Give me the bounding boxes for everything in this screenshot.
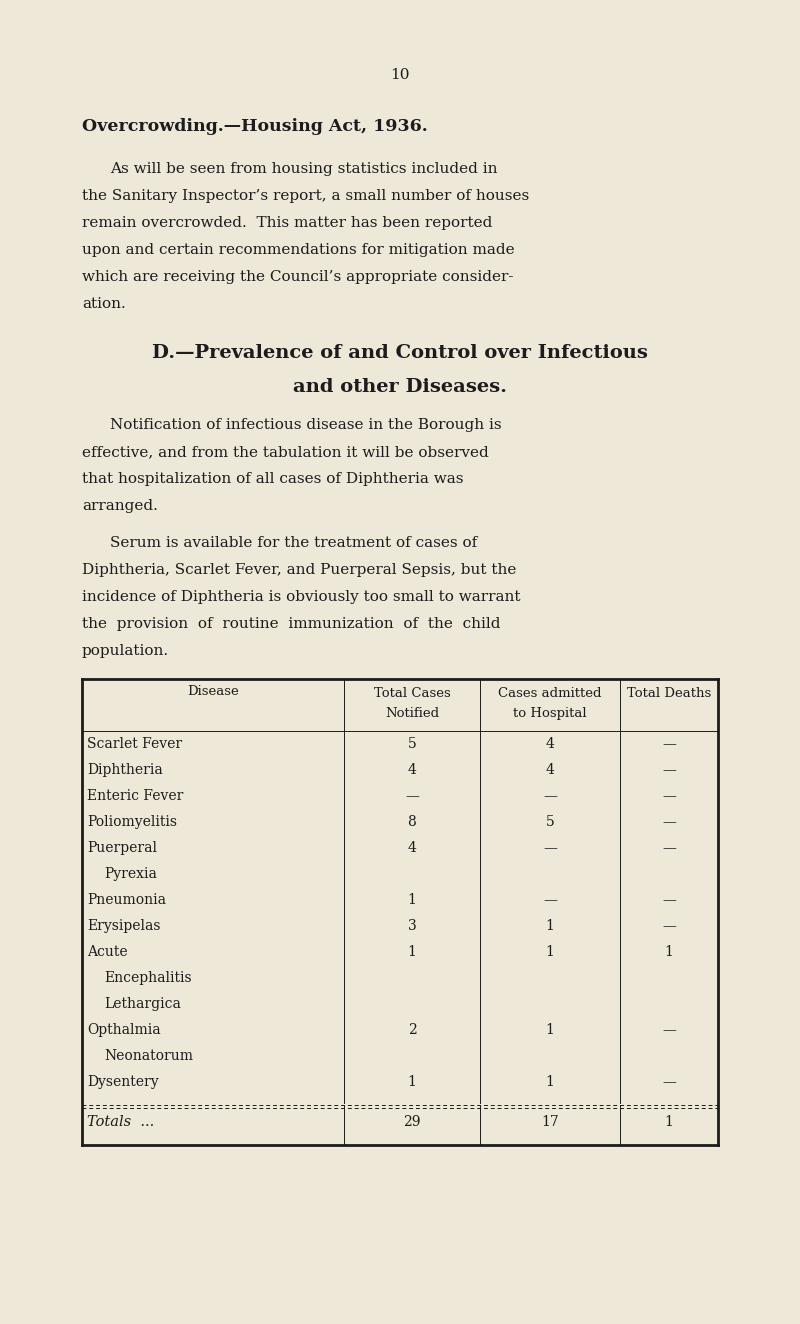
Text: and other Diseases.: and other Diseases. bbox=[293, 377, 507, 396]
Text: 17: 17 bbox=[541, 1115, 559, 1129]
Text: to Hospital: to Hospital bbox=[513, 707, 587, 720]
Text: incidence of Diphtheria is obviously too small to warrant: incidence of Diphtheria is obviously too… bbox=[82, 591, 521, 604]
Text: Acute: Acute bbox=[87, 945, 128, 959]
Text: Diphtheria, Scarlet Fever, and Puerperal Sepsis, but the: Diphtheria, Scarlet Fever, and Puerperal… bbox=[82, 563, 516, 577]
Text: Cases admitted: Cases admitted bbox=[498, 687, 602, 700]
Text: Dysentery: Dysentery bbox=[87, 1075, 158, 1090]
Text: remain overcrowded.  This matter has been reported: remain overcrowded. This matter has been… bbox=[82, 216, 492, 230]
Text: upon and certain recommendations for mitigation made: upon and certain recommendations for mit… bbox=[82, 244, 514, 257]
Text: the Sanitary Inspector’s report, a small number of houses: the Sanitary Inspector’s report, a small… bbox=[82, 189, 530, 203]
Text: 4: 4 bbox=[546, 737, 554, 751]
Text: —: — bbox=[405, 789, 419, 802]
Text: 1: 1 bbox=[665, 1115, 674, 1129]
Text: Opthalmia: Opthalmia bbox=[87, 1023, 161, 1037]
Text: Notification of infectious disease in the Borough is: Notification of infectious disease in th… bbox=[110, 418, 502, 432]
Text: 8: 8 bbox=[408, 816, 416, 829]
Text: effective, and from the tabulation it will be observed: effective, and from the tabulation it wi… bbox=[82, 445, 489, 459]
Text: Encephalitis: Encephalitis bbox=[104, 970, 192, 985]
Text: arranged.: arranged. bbox=[82, 499, 158, 512]
Text: Pneumonia: Pneumonia bbox=[87, 892, 166, 907]
Text: 10: 10 bbox=[390, 68, 410, 82]
Text: —: — bbox=[662, 841, 676, 855]
Text: Overcrowding.—Housing Act, 1936.: Overcrowding.—Housing Act, 1936. bbox=[82, 118, 428, 135]
Text: 1: 1 bbox=[407, 892, 417, 907]
Text: Lethargica: Lethargica bbox=[104, 997, 181, 1012]
Text: Pyrexia: Pyrexia bbox=[104, 867, 157, 880]
Text: —: — bbox=[662, 737, 676, 751]
Text: Diphtheria: Diphtheria bbox=[87, 763, 162, 777]
Text: —: — bbox=[543, 892, 557, 907]
Text: 4: 4 bbox=[407, 763, 417, 777]
Text: the  provision  of  routine  immunization  of  the  child: the provision of routine immunization of… bbox=[82, 617, 501, 632]
Text: Poliomyelitis: Poliomyelitis bbox=[87, 816, 177, 829]
Text: —: — bbox=[662, 1075, 676, 1090]
Text: 4: 4 bbox=[546, 763, 554, 777]
Text: D.—Prevalence of and Control over Infectious: D.—Prevalence of and Control over Infect… bbox=[152, 344, 648, 361]
Text: —: — bbox=[662, 892, 676, 907]
Text: 5: 5 bbox=[408, 737, 416, 751]
Text: —: — bbox=[662, 919, 676, 933]
Text: Total Cases: Total Cases bbox=[374, 687, 450, 700]
Text: population.: population. bbox=[82, 643, 169, 658]
Text: 1: 1 bbox=[546, 1075, 554, 1090]
Text: 5: 5 bbox=[546, 816, 554, 829]
Text: Puerperal: Puerperal bbox=[87, 841, 157, 855]
Text: 2: 2 bbox=[408, 1023, 416, 1037]
Text: 1: 1 bbox=[546, 1023, 554, 1037]
Text: 4: 4 bbox=[407, 841, 417, 855]
Text: Notified: Notified bbox=[385, 707, 439, 720]
Text: Serum is available for the treatment of cases of: Serum is available for the treatment of … bbox=[110, 536, 478, 549]
Text: 1: 1 bbox=[407, 945, 417, 959]
Text: —: — bbox=[543, 841, 557, 855]
Text: 1: 1 bbox=[546, 919, 554, 933]
Text: which are receiving the Council’s appropriate consider-: which are receiving the Council’s approp… bbox=[82, 270, 514, 285]
Text: Neonatorum: Neonatorum bbox=[104, 1049, 193, 1063]
Text: Total Deaths: Total Deaths bbox=[627, 687, 711, 700]
Text: —: — bbox=[662, 763, 676, 777]
Text: Disease: Disease bbox=[187, 685, 239, 698]
Text: Totals  ...: Totals ... bbox=[87, 1115, 154, 1129]
Text: ation.: ation. bbox=[82, 297, 126, 311]
Text: that hospitalization of all cases of Diphtheria was: that hospitalization of all cases of Dip… bbox=[82, 471, 463, 486]
Text: 3: 3 bbox=[408, 919, 416, 933]
Text: 1: 1 bbox=[665, 945, 674, 959]
Text: —: — bbox=[662, 1023, 676, 1037]
Text: —: — bbox=[662, 789, 676, 802]
Text: 1: 1 bbox=[407, 1075, 417, 1090]
Text: Enteric Fever: Enteric Fever bbox=[87, 789, 183, 802]
Text: 1: 1 bbox=[546, 945, 554, 959]
Text: As will be seen from housing statistics included in: As will be seen from housing statistics … bbox=[110, 162, 498, 176]
Text: —: — bbox=[662, 816, 676, 829]
Text: Scarlet Fever: Scarlet Fever bbox=[87, 737, 182, 751]
Text: 29: 29 bbox=[403, 1115, 421, 1129]
Text: —: — bbox=[543, 789, 557, 802]
Text: Erysipelas: Erysipelas bbox=[87, 919, 161, 933]
